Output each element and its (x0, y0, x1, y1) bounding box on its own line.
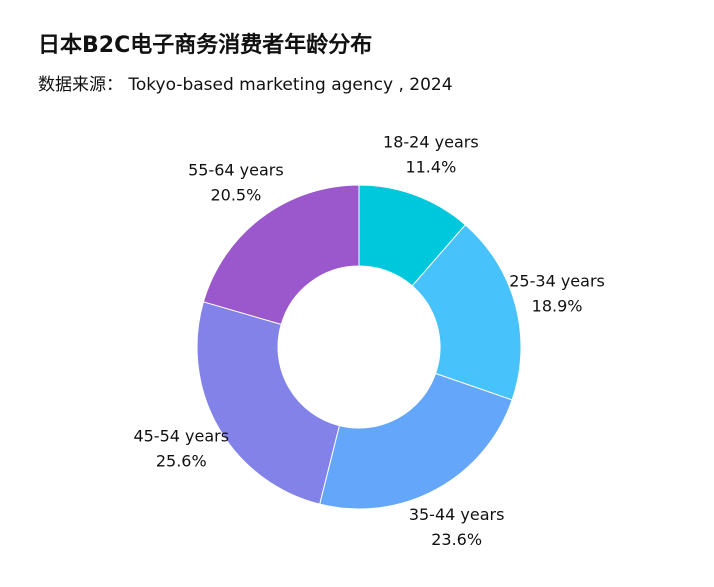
donut-segment (196, 301, 340, 505)
segment-label: 35-44 years (409, 505, 505, 524)
segment-label: 18-24 years (383, 133, 479, 152)
chart-title: 日本B2C电子商务消费者年龄分布 (38, 32, 372, 58)
segment-label: 55-64 years (188, 161, 284, 180)
donut-segment (202, 184, 360, 326)
segment-value-label: 18.9% (532, 297, 583, 316)
donut-segment (411, 224, 522, 401)
donut-segment (319, 372, 513, 510)
segment-value-label: 11.4% (405, 158, 456, 177)
chart-subtitle: 数据来源： Tokyo-based marketing agency , 202… (38, 75, 453, 95)
segment-value-label: 23.6% (431, 530, 482, 549)
segment-value-label: 20.5% (210, 186, 261, 205)
segment-value-label: 25.6% (156, 452, 207, 471)
segment-label: 45-54 years (133, 427, 229, 446)
segment-label: 25-34 years (509, 272, 605, 291)
